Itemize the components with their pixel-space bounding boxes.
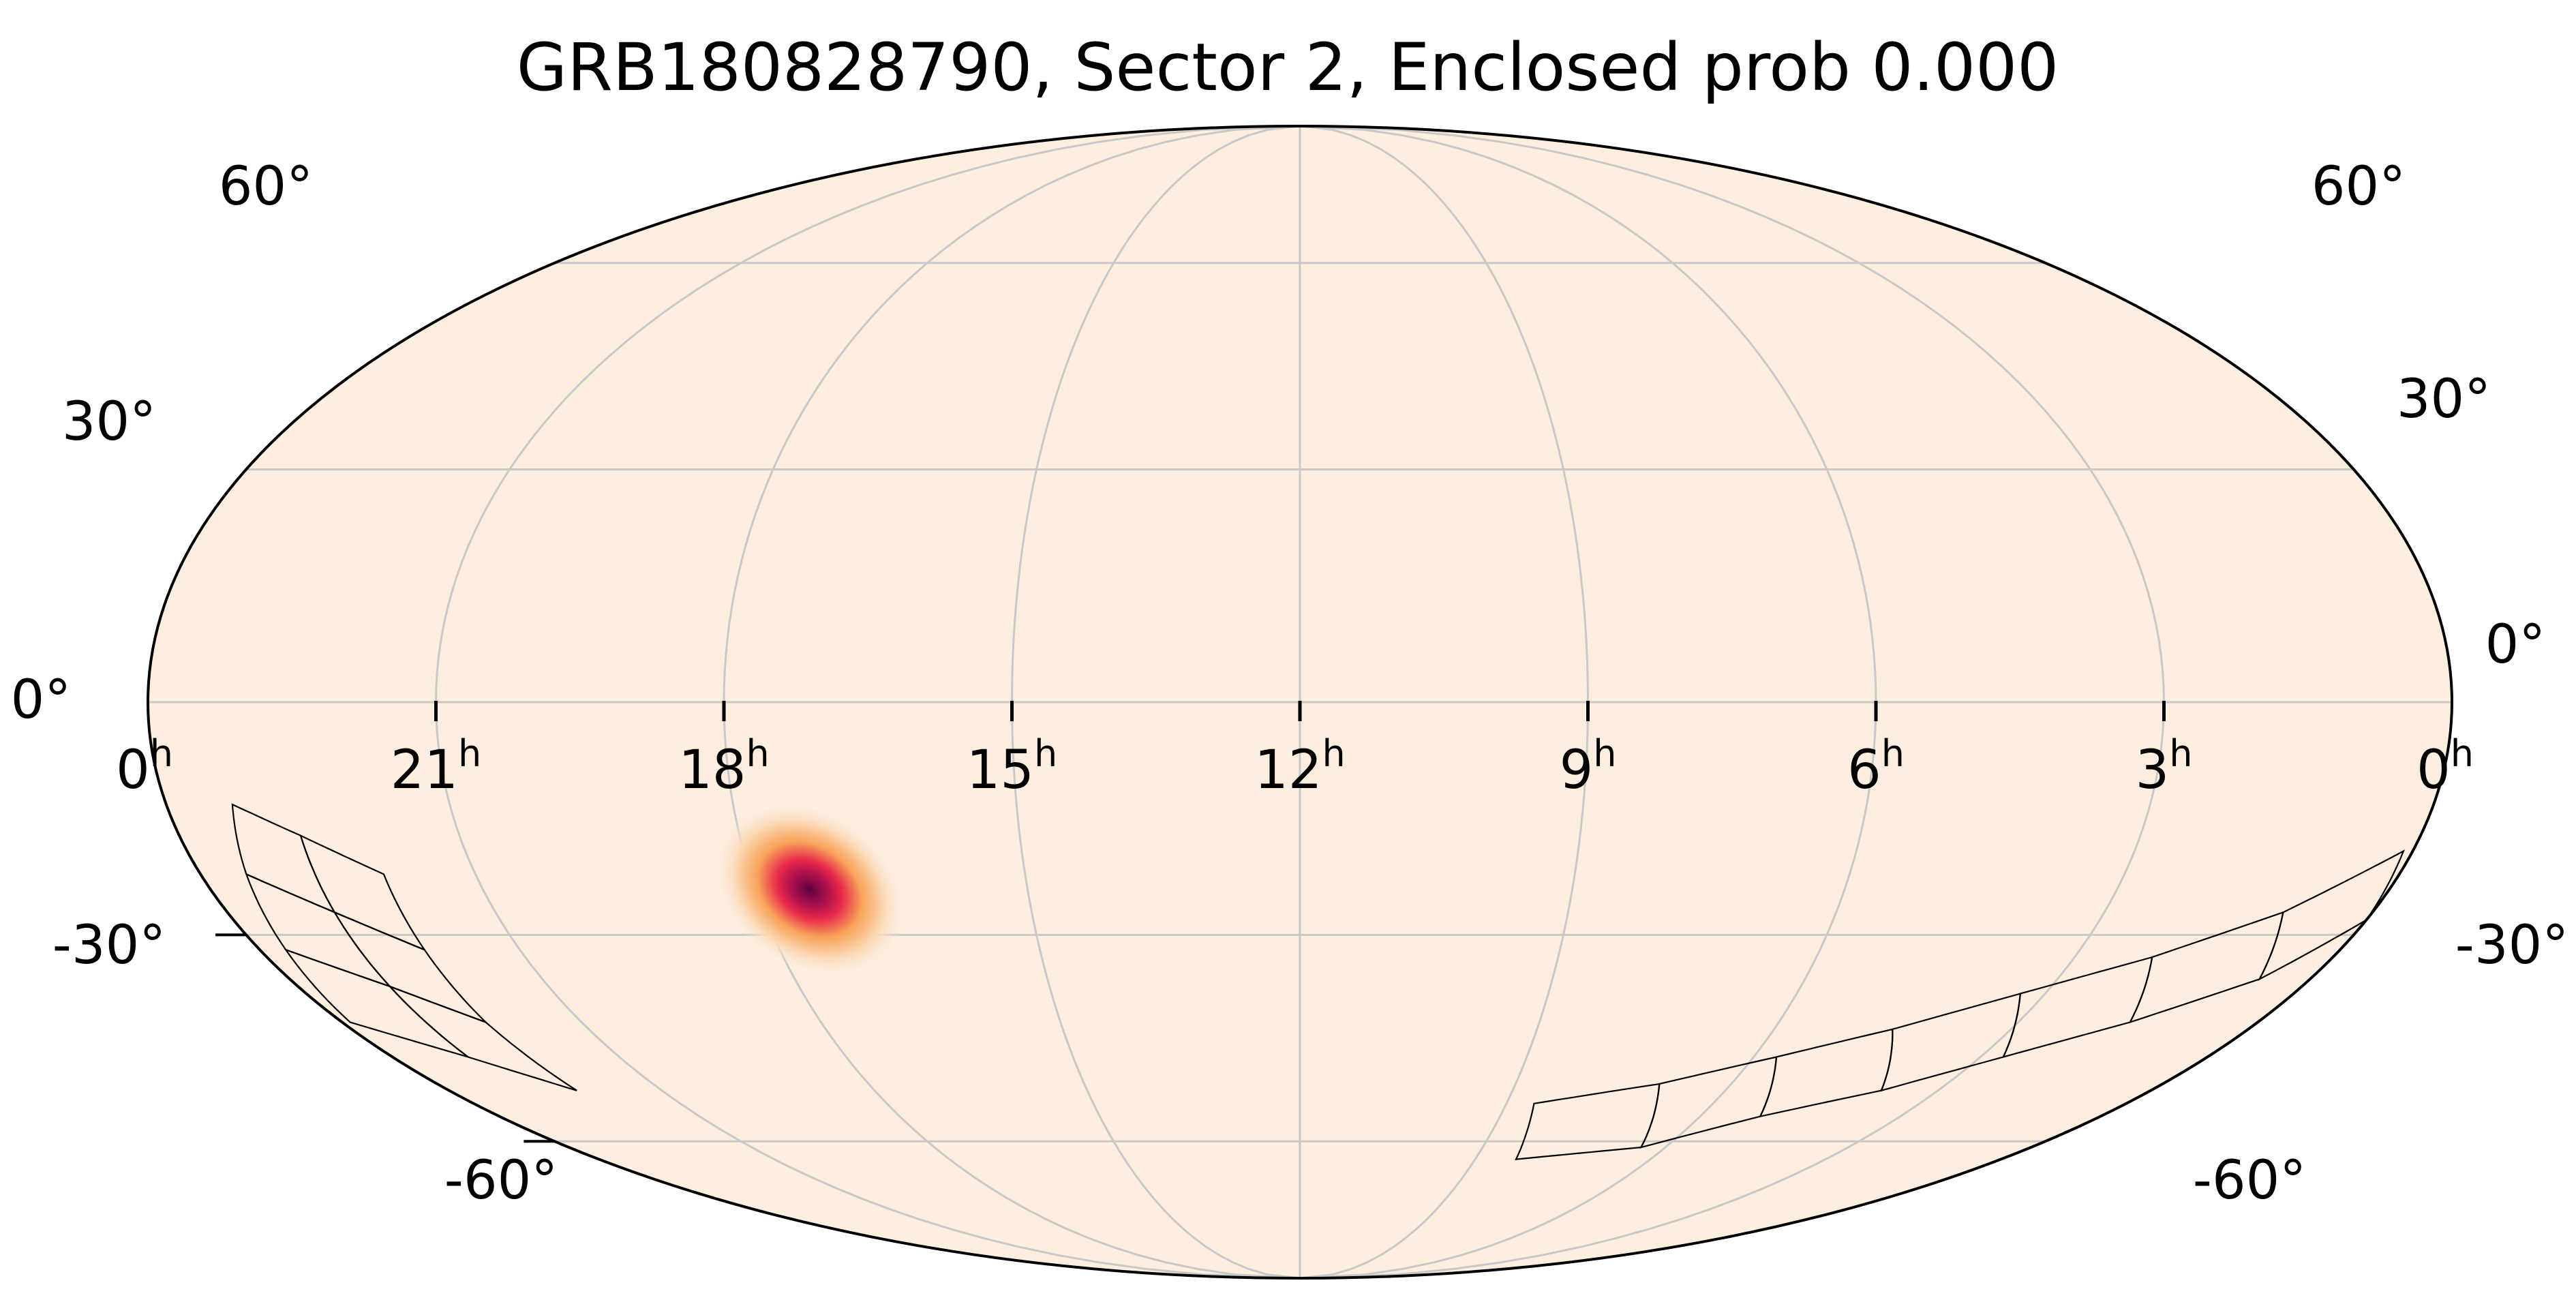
dec-label-left: 60° (219, 156, 313, 217)
ra-unit: h (458, 732, 481, 775)
axis-ticks (215, 701, 2166, 1143)
ra-tick-label: 6h (1847, 732, 1905, 801)
probability-peak (714, 802, 905, 977)
sector-footprints (231, 803, 2406, 1160)
ra-unit: h (1322, 732, 1346, 775)
tick-labels: 0h 21h 18h 15h 12h 9h 6h 3h 0h 60° 60° 30° 30° 0° 0° -3… (11, 156, 2569, 1211)
ra-unit: h (746, 732, 770, 775)
ra-unit: h (150, 732, 173, 775)
dec-label-right: 0° (2485, 614, 2546, 676)
ra-unit: h (1881, 732, 1905, 775)
dec-label-left: -30° (52, 915, 166, 976)
footprint-5 (389, 985, 577, 1091)
dec-label-right: 30° (2397, 369, 2491, 430)
ra-unit: h (1034, 732, 1057, 775)
ra-tick-label: 15h (967, 732, 1058, 801)
dec-label-right: -60° (2193, 1150, 2306, 1211)
dec-label-left: 30° (62, 391, 156, 453)
dec-label-left: -60° (444, 1150, 558, 1211)
dec-label-left: 0° (11, 669, 72, 731)
ra-unit: h (2169, 732, 2192, 775)
ra-tick-label: 0h (116, 732, 173, 801)
chart-title: GRB180828790, Sector 2, Enclosed prob 0.… (517, 29, 2059, 106)
dec-label-right: -30° (2455, 915, 2569, 976)
ra-tick-label: 9h (1560, 732, 1617, 801)
sky-border (147, 125, 2453, 1280)
ra-tick-label: 12h (1254, 732, 1346, 801)
ra-unit: h (2451, 732, 2474, 775)
probability-heatmap (714, 802, 905, 977)
ra-tick-label: 3h (2136, 732, 2193, 801)
ra-tick-label: 0h (2416, 732, 2474, 801)
dec-label-right: 60° (2312, 156, 2406, 217)
ra-tick-label: 21h (391, 732, 482, 801)
probability-blob (714, 802, 905, 977)
ra-unit: h (1593, 732, 1616, 775)
ra-tick-label: 18h (678, 732, 770, 801)
